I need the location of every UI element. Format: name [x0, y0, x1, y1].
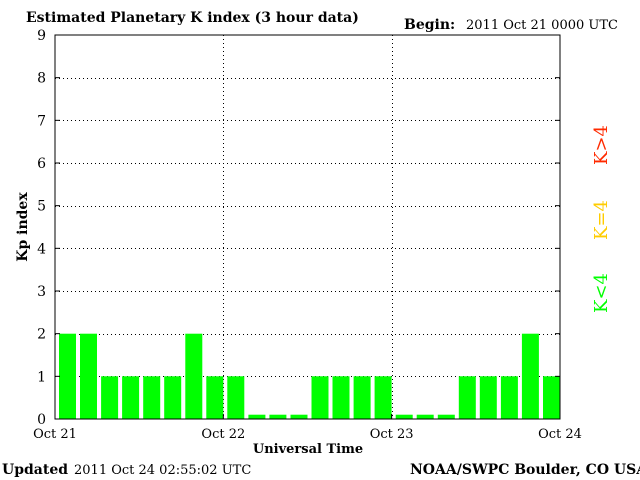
- grid-lines: [55, 35, 560, 419]
- x-tick-label: Oct 23: [370, 427, 414, 442]
- kp-bar: [185, 333, 203, 419]
- kp-bar: [500, 376, 518, 419]
- begin-value: 2011 Oct 21 0000 UTC: [466, 18, 618, 33]
- legend-k-gt-4: K>4: [591, 125, 612, 165]
- kp-bar: [227, 376, 245, 419]
- kp-bar: [269, 414, 287, 419]
- bars: [59, 333, 560, 419]
- y-tick-label: 9: [37, 28, 46, 44]
- kp-bar: [353, 376, 371, 419]
- kp-bar: [458, 376, 476, 419]
- y-tick-label: 7: [37, 113, 46, 129]
- kp-bar: [374, 376, 392, 419]
- updated-value: 2011 Oct 24 02:55:02 UTC: [74, 463, 251, 478]
- y-tick-label: 5: [37, 199, 46, 215]
- y-tick-label: 3: [37, 284, 46, 300]
- kp-bar: [80, 333, 97, 419]
- kp-bar: [395, 414, 413, 419]
- y-tick-label: 6: [37, 156, 46, 172]
- kp-bar: [521, 333, 539, 419]
- y-tick-label: 0: [37, 412, 46, 428]
- kp-bar: [311, 376, 329, 419]
- kp-bar: [206, 376, 224, 419]
- kp-bar: [101, 376, 119, 419]
- y-tick-labels: 0 1 2 3 4 5 6 7 8 9: [37, 28, 46, 428]
- kp-bar: [164, 376, 182, 419]
- begin-label: Begin:: [404, 17, 455, 33]
- kp-bar: [59, 333, 76, 419]
- chart-title: Estimated Planetary K index (3 hour data…: [26, 10, 359, 26]
- kp-bar: [543, 376, 560, 419]
- kp-bar: [290, 414, 308, 419]
- axes: [54, 34, 561, 420]
- x-tick-label: Oct 22: [201, 427, 245, 442]
- kp-bar: [437, 414, 455, 419]
- x-tick-labels: Oct 21 Oct 22 Oct 23 Oct 24: [33, 427, 582, 442]
- y-tick-label: 4: [37, 241, 46, 257]
- kp-bar: [332, 376, 350, 419]
- x-axis-label: Universal Time: [253, 442, 363, 457]
- source-credit: NOAA/SWPC Boulder, CO USA: [410, 462, 640, 478]
- y-tick-label: 8: [37, 71, 46, 87]
- kp-bar: [479, 376, 497, 419]
- legend-k-lt-4: K<4: [591, 273, 612, 313]
- plot-frame: [54, 34, 561, 420]
- kp-bar: [143, 376, 161, 419]
- kp-bar: [122, 376, 140, 419]
- x-tick-label: Oct 24: [538, 427, 582, 442]
- y-tick-label: 2: [37, 327, 46, 343]
- y-axis-label: Kp index: [15, 192, 31, 262]
- x-tick-label: Oct 21: [33, 427, 77, 442]
- kp-bar: [248, 414, 266, 419]
- y-tick-label: 1: [37, 369, 46, 385]
- legend-k-eq-4: K=4: [591, 200, 612, 240]
- kp-bar: [416, 414, 434, 419]
- updated-label: Updated: [2, 462, 68, 478]
